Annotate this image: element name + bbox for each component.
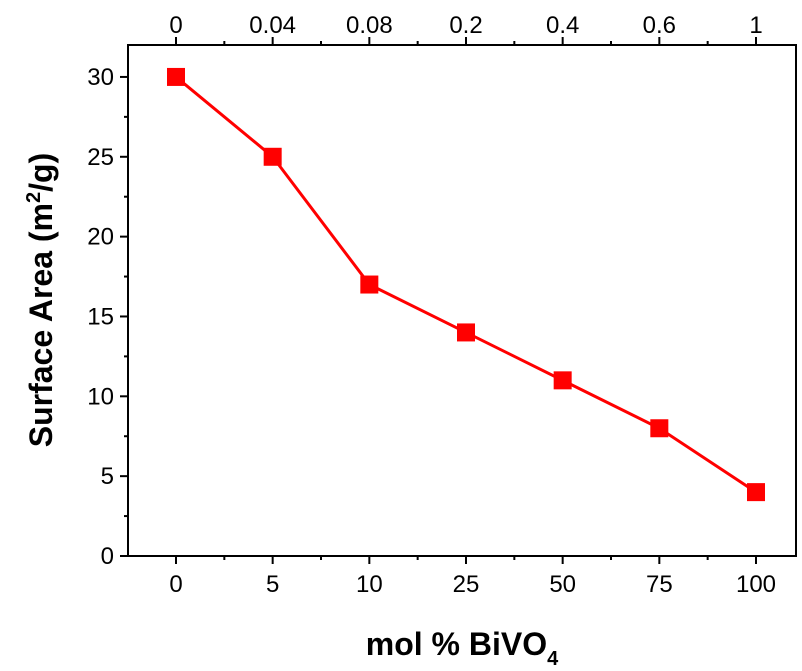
x-tick-label: 100 xyxy=(736,571,776,598)
top-tick-label: 0 xyxy=(169,12,182,39)
y-tick-label: 15 xyxy=(87,303,114,330)
x-tick-label: 0 xyxy=(169,571,182,598)
y-axis-ticks: 0 5 10 15 20 25 30 xyxy=(87,64,128,570)
data-point xyxy=(650,419,669,438)
x-tick-label: 5 xyxy=(266,571,279,598)
top-tick-label: 0.6 xyxy=(643,12,676,39)
x-axis-title-subscript: 4 xyxy=(547,648,559,670)
x-tick-label: 75 xyxy=(646,571,673,598)
y-axis-title: Surface Area (m2/g) xyxy=(23,153,59,447)
y-tick-label: 10 xyxy=(87,383,114,410)
y-tick-label: 30 xyxy=(87,64,114,91)
top-tick-label: 0.2 xyxy=(449,12,482,39)
top-tick-label: 1 xyxy=(749,12,762,39)
x-axis-ticks: 0 5 10 25 50 75 100 xyxy=(169,556,776,598)
x-tick-label: 25 xyxy=(453,571,480,598)
x-tick-label: 10 xyxy=(356,571,383,598)
series-layer xyxy=(167,67,765,502)
data-point xyxy=(747,483,765,502)
data-point xyxy=(167,67,185,86)
top-tick-label: 0.08 xyxy=(346,12,393,39)
y-tick-label: 0 xyxy=(101,543,114,570)
top-tick-label: 0.04 xyxy=(249,12,296,39)
y-axis-title-superscript: 2 xyxy=(23,192,45,203)
data-point xyxy=(457,323,475,342)
y-tick-label: 20 xyxy=(87,224,114,251)
x-tick-label: 50 xyxy=(549,571,576,598)
data-point xyxy=(553,371,572,390)
y-axis-title-main: Surface Area (m xyxy=(23,203,59,447)
plot-frame xyxy=(127,44,797,557)
y-tick-label: 5 xyxy=(101,463,114,490)
data-point xyxy=(360,275,379,294)
x-axis-title: mol % BiVO4 xyxy=(366,626,559,670)
data-point xyxy=(263,147,282,166)
top-axis-ticks: 0 0.04 0.08 0.2 0.4 0.6 1 xyxy=(169,12,763,45)
x-axis-title-main: mol % BiVO xyxy=(366,626,547,662)
y-axis-title-tail: /g) xyxy=(23,153,59,192)
series-line xyxy=(175,75,757,494)
top-tick-label: 0.4 xyxy=(546,12,579,39)
y-tick-label: 25 xyxy=(87,144,114,171)
